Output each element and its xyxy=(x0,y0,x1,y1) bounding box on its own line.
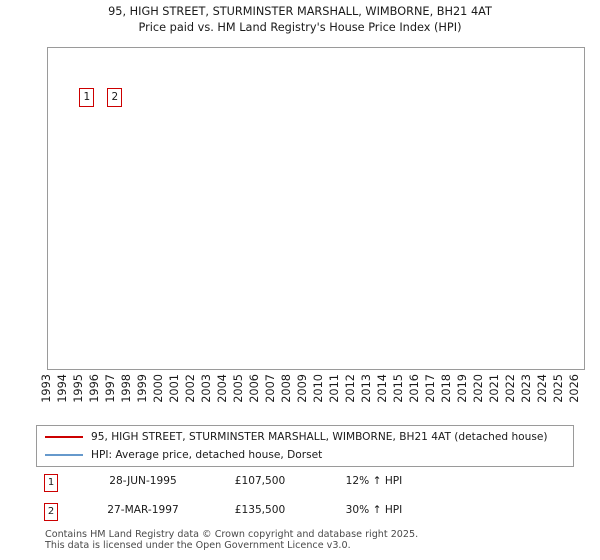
title-line-2: Price paid vs. HM Land Registry's House … xyxy=(138,21,462,34)
footer-line-2: This data is licensed under the Open Gov… xyxy=(45,540,351,551)
title-line-1: 95, HIGH STREET, STURMINSTER MARSHALL, W… xyxy=(108,5,492,18)
x-axis-tick-label: 1997 xyxy=(104,374,118,403)
x-axis-tick-label: 2024 xyxy=(536,374,550,403)
x-axis-tick-label: 2016 xyxy=(408,374,422,403)
footer-line-1: Contains HM Land Registry data © Crown c… xyxy=(45,529,419,540)
x-axis-tick-label: 2018 xyxy=(440,374,454,403)
x-axis-tick-label: 2010 xyxy=(312,374,326,403)
page-title: 95, HIGH STREET, STURMINSTER MARSHALL, W… xyxy=(0,4,600,36)
x-axis-tick-label: 1995 xyxy=(72,374,86,403)
x-axis-tick-label: 1996 xyxy=(88,374,102,403)
x-axis-tick-label: 1998 xyxy=(120,374,134,403)
x-axis-tick-label: 1993 xyxy=(40,374,53,403)
x-axis-tick-label: 2022 xyxy=(504,374,518,403)
x-axis-tick-label: 2019 xyxy=(456,374,470,403)
transaction-date: 27-MAR-1997 xyxy=(107,504,179,516)
transaction-price: £135,500 xyxy=(234,504,286,516)
chart-legend: 95, HIGH STREET, STURMINSTER MARSHALL, W… xyxy=(36,425,574,467)
x-axis-labels: 1993 1994 1995 1996 1997 1998 1999 2000 2001 2002… xyxy=(40,374,585,416)
x-axis-tick-label: 1994 xyxy=(56,374,69,403)
x-axis-tick-label: 2014 xyxy=(376,374,390,403)
x-axis-tick-label: 2021 xyxy=(488,374,502,403)
legend-label-price-paid: 95, HIGH STREET, STURMINSTER MARSHALL, W… xyxy=(91,431,548,443)
x-axis-tick-label: 1999 xyxy=(136,374,150,403)
x-axis-tick-label: 2012 xyxy=(344,374,358,403)
legend-swatch-price-paid xyxy=(45,436,83,438)
x-axis-tick-label: 2003 xyxy=(200,374,214,403)
x-axis-tick-label: 2023 xyxy=(520,374,534,403)
x-axis-tick-label: 2025 xyxy=(552,374,566,403)
x-axis-tick-label: 2008 xyxy=(280,374,294,403)
x-axis-tick-label: 2001 xyxy=(168,374,182,403)
transaction-price: £107,500 xyxy=(234,475,286,487)
event-marker-label: 1 xyxy=(79,88,95,107)
legend-entry-price-paid: 95, HIGH STREET, STURMINSTER MARSHALL, W… xyxy=(45,428,548,446)
event-marker-label: 2 xyxy=(107,88,123,107)
x-axis-tick-label: 2017 xyxy=(424,374,438,403)
x-axis-tick-label: 2002 xyxy=(184,374,198,403)
legend-label-hpi: HPI: Average price, detached house, Dors… xyxy=(91,449,323,461)
x-axis-tick-label: 2020 xyxy=(472,374,486,403)
legend-swatch-hpi xyxy=(45,454,83,456)
x-axis-tick-label: 2009 xyxy=(296,374,310,403)
x-axis-tick-label: 2013 xyxy=(360,374,374,403)
transaction-index-badge: 1 xyxy=(44,474,58,492)
transaction-index-badge: 2 xyxy=(44,503,58,521)
transaction-row: 2 27-MAR-1997 £135,500 30% ↑ HPI xyxy=(44,503,584,527)
x-axis-tick-label: 2000 xyxy=(152,374,166,403)
x-axis-tick-label: 2015 xyxy=(392,374,406,403)
y-axis-labels: £0£100K£200K£300K£400K£500K£600K£700K£80… xyxy=(0,47,44,370)
transaction-row: 1 28-JUN-1995 £107,500 12% ↑ HPI xyxy=(44,474,584,498)
transaction-hpi-delta: 12% ↑ HPI xyxy=(345,475,403,487)
legend-entry-hpi: HPI: Average price, detached house, Dors… xyxy=(45,446,322,464)
plot-frame xyxy=(47,47,585,370)
x-axis-tick-label: 2026 xyxy=(568,374,582,403)
x-axis-tick-label: 2006 xyxy=(248,374,262,403)
x-axis-tick-label: 2011 xyxy=(328,374,342,403)
transaction-date: 28-JUN-1995 xyxy=(109,475,177,487)
transaction-hpi-delta: 30% ↑ HPI xyxy=(345,504,403,516)
x-axis-tick-label: 2007 xyxy=(264,374,278,403)
x-axis-tick-label: 2005 xyxy=(232,374,246,403)
footer-attribution: Contains HM Land Registry data © Crown c… xyxy=(45,529,585,551)
x-axis-tick-label: 2004 xyxy=(216,374,230,403)
